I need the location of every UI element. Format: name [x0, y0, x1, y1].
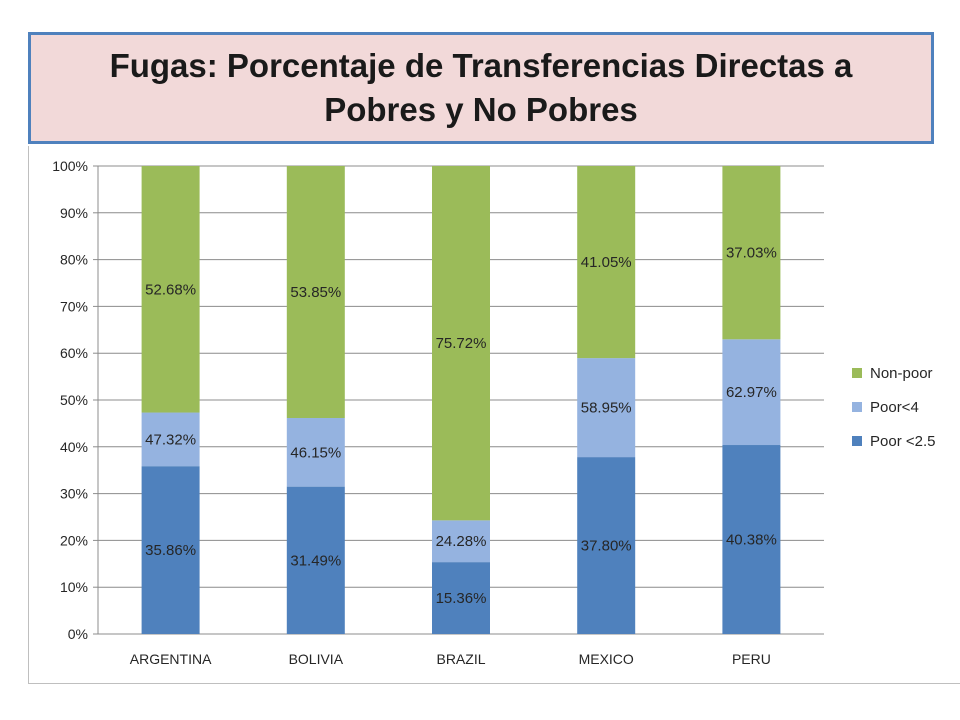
bars	[141, 166, 781, 634]
y-tick-label: 20%	[60, 532, 88, 548]
y-axis-ticks: 0% 10% 20% 30% 40% 50% 60% 70% 80% 90% 100%	[52, 158, 99, 642]
title-box: Fugas: Porcentaje de Transferencias Dire…	[28, 32, 934, 144]
y-tick-label: 70%	[60, 298, 88, 314]
bar-segment	[432, 562, 490, 634]
bar-segment	[577, 358, 636, 458]
bar-segment	[577, 166, 636, 359]
bar-segment	[286, 418, 345, 487]
data-label: 40.38%	[726, 532, 777, 549]
data-label: 15.36%	[436, 590, 487, 607]
y-tick-label: 60%	[60, 345, 88, 361]
data-label: 37.03%	[726, 245, 777, 262]
data-label: 58.95%	[581, 400, 632, 417]
bar-segment	[141, 466, 200, 634]
bar-segment	[722, 339, 781, 446]
legend-swatch	[852, 368, 862, 378]
data-label: 24.28%	[436, 533, 487, 550]
bar-segment	[432, 166, 490, 521]
data-label: 75.72%	[436, 335, 487, 352]
x-category-label: MEXICO	[579, 651, 634, 667]
x-category-label: BRAZIL	[436, 651, 485, 667]
legend-entry: Poor<4	[870, 399, 919, 416]
bar-segment	[722, 445, 781, 634]
legend: Non-poor Poor<4 Poor <2.5	[852, 365, 935, 450]
data-label: 46.15%	[290, 444, 341, 461]
x-category-label: BOLIVIA	[289, 651, 344, 667]
data-label: 35.86%	[145, 542, 196, 559]
x-category-label: PERU	[732, 651, 771, 667]
bar-segment	[141, 412, 200, 467]
legend-entry: Non-poor	[870, 365, 933, 382]
y-tick-label: 50%	[60, 392, 88, 408]
y-tick-label: 90%	[60, 205, 88, 221]
y-tick-label: 30%	[60, 486, 88, 502]
data-labels: 35.86% 47.32% 52.68% 31.49% 46.15% 53.85% 15.3…	[145, 245, 777, 607]
bar-segment	[141, 166, 200, 413]
legend-swatch	[852, 402, 862, 412]
data-label: 41.05%	[581, 254, 632, 271]
y-tick-label: 100%	[52, 158, 88, 174]
x-axis-categories: ARGENTINA BOLIVIA BRAZIL MEXICO PERU	[130, 651, 771, 667]
x-category-label: ARGENTINA	[130, 651, 212, 667]
data-label: 47.32%	[145, 431, 196, 448]
bar-segment	[286, 486, 345, 634]
bar-segment	[722, 166, 781, 340]
bar-segment	[577, 457, 636, 634]
bar-segment	[432, 520, 490, 563]
data-label: 52.68%	[145, 281, 196, 298]
y-tick-label: 80%	[60, 252, 88, 268]
y-tick-label: 0%	[68, 626, 88, 642]
legend-entry: Poor <2.5	[870, 433, 935, 450]
chart-title: Fugas: Porcentaje de Transferencias Dire…	[109, 47, 853, 128]
data-label: 62.97%	[726, 384, 777, 401]
bar-segment	[286, 166, 345, 419]
chart-frame	[28, 146, 960, 684]
data-label: 31.49%	[290, 552, 341, 569]
y-tick-label: 40%	[60, 439, 88, 455]
y-tick-label: 10%	[60, 579, 88, 595]
legend-swatch	[852, 436, 862, 446]
data-label: 37.80%	[581, 538, 632, 555]
data-label: 53.85%	[290, 284, 341, 301]
